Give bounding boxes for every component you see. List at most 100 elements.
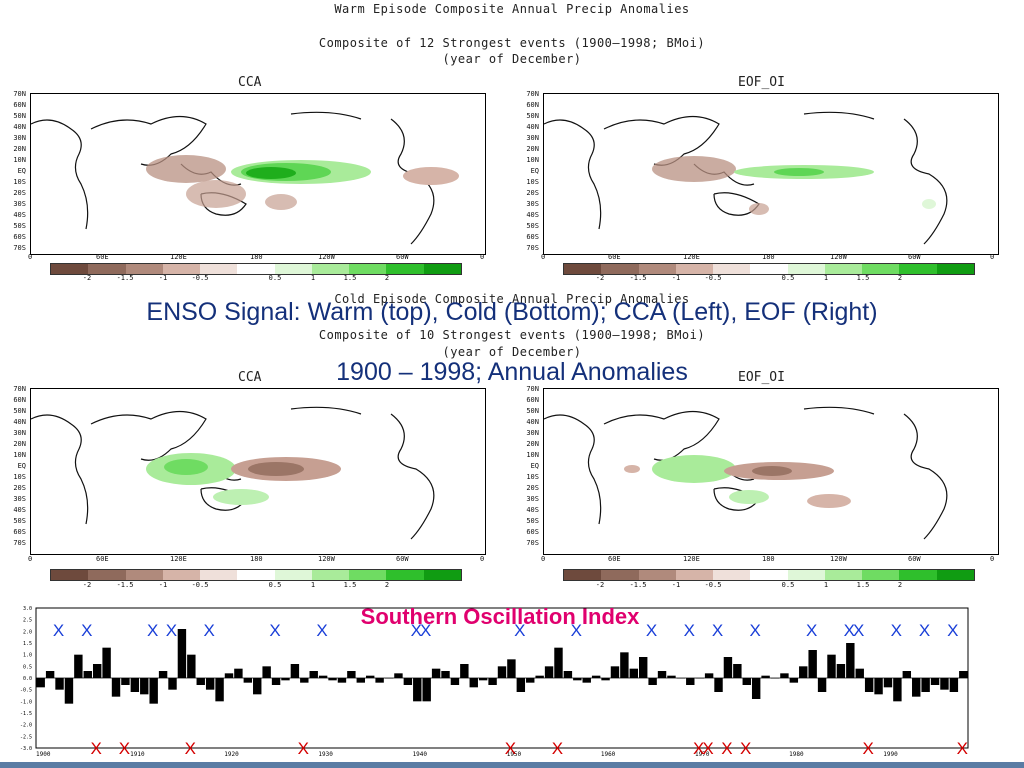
soi-bar xyxy=(158,671,168,678)
soi-y-tick: -2.5 xyxy=(20,734,32,740)
warm-event-mark: X xyxy=(419,621,432,640)
soi-y-tick: -0.5 xyxy=(20,688,32,694)
soi-bar xyxy=(83,671,92,678)
soi-bar xyxy=(422,678,431,702)
soi-bar xyxy=(686,678,695,685)
soi-bar xyxy=(300,678,309,683)
soi-bar xyxy=(554,647,563,678)
warm-event-mark: X xyxy=(711,621,724,640)
soi-bar xyxy=(337,678,347,683)
warm-eof-colorbar xyxy=(563,263,975,275)
soi-bar xyxy=(497,666,507,678)
soi-bar xyxy=(620,652,629,678)
soi-bar xyxy=(780,673,789,678)
soi-bar xyxy=(224,673,234,678)
warm-event-mark: X xyxy=(843,621,855,640)
soi-y-tick: -3.0 xyxy=(20,746,32,752)
soi-bar xyxy=(318,675,328,678)
soi-y-tick: -1.0 xyxy=(20,699,32,705)
soi-bar xyxy=(356,678,365,683)
soi-bar xyxy=(799,666,808,678)
soi-bar xyxy=(394,673,403,678)
soi-bar xyxy=(262,666,271,678)
soi-bar xyxy=(930,678,940,685)
soi-bar xyxy=(413,678,422,702)
soi-bar xyxy=(648,678,657,685)
soi-bar xyxy=(281,678,290,681)
warm-cca-map xyxy=(30,93,486,255)
soi-bar xyxy=(328,678,337,681)
cold-event-mark: X xyxy=(721,739,733,758)
soi-bar-chart: 3.0 2.5 2.0 1.5 1.0 0.5 0.0 -0.5 -1.0 -1.5 -2.0 -2.… xyxy=(20,606,969,758)
soi-bar xyxy=(751,678,761,699)
soi-bar xyxy=(846,643,855,678)
soi-bar xyxy=(610,666,620,678)
soi-bar xyxy=(714,678,723,692)
soi-bar xyxy=(921,678,930,692)
cold-cca-colorbar xyxy=(50,569,462,581)
soi-bar xyxy=(893,678,902,702)
soi-bar xyxy=(243,678,253,683)
soi-bar xyxy=(205,678,215,690)
soi-bar xyxy=(460,664,469,678)
warm-eof-map xyxy=(543,93,999,255)
soi-y-tick: 2.0 xyxy=(23,629,32,635)
soi-bar xyxy=(111,678,121,697)
soi-bar xyxy=(187,654,196,678)
slide-subheading: 1900 – 1998; Annual Anomalies xyxy=(336,358,688,386)
soi-bar xyxy=(64,678,74,704)
soi-y-tick: 2.5 xyxy=(23,618,32,624)
soi-bar xyxy=(629,668,639,678)
soi-bar xyxy=(177,629,187,678)
warm-event-mark: X xyxy=(853,621,865,640)
warm-event-mark: X xyxy=(805,621,818,640)
soi-bar xyxy=(695,678,704,679)
soi-bar xyxy=(196,678,205,685)
warm-event-mark: X xyxy=(749,621,761,640)
soi-x-tick: 1940 xyxy=(413,751,428,758)
soi-bar xyxy=(817,678,827,692)
warm-event-mark: X xyxy=(890,621,903,640)
soi-x-tick: 1990 xyxy=(883,751,898,758)
soi-bar xyxy=(290,664,300,678)
soi-bar xyxy=(733,664,742,678)
soi-bar xyxy=(836,664,846,678)
soi-bar xyxy=(234,668,243,678)
soi-x-tick: 1910 xyxy=(130,751,145,758)
soi-bar xyxy=(45,671,55,678)
soi-bar xyxy=(864,678,874,692)
soi-y-tick: -2.0 xyxy=(20,723,32,729)
warm-event-mark: X xyxy=(918,621,931,640)
warm-title: Warm Episode Composite Annual Precip Ano… xyxy=(334,2,690,16)
cold-event-mark: X xyxy=(504,739,517,758)
soi-bar xyxy=(469,678,478,688)
warm-event-mark: X xyxy=(645,621,658,640)
soi-bar xyxy=(507,659,516,678)
soi-bar xyxy=(601,678,610,681)
warm-event-mark: X xyxy=(52,621,65,640)
soi-bar xyxy=(375,678,384,683)
soi-bar xyxy=(789,678,799,683)
soi-bar xyxy=(657,671,667,678)
soi-bar xyxy=(742,678,751,685)
warm-event-mark: X xyxy=(203,621,215,640)
soi-bar xyxy=(761,675,770,678)
soi-title: Southern Oscillation Index xyxy=(360,604,640,629)
soi-bar xyxy=(573,678,582,681)
soi-y-tick: 0.0 xyxy=(23,676,32,682)
slide-heading: ENSO Signal: Warm (top), Cold (Bottom); … xyxy=(146,298,878,326)
soi-bar xyxy=(855,668,864,678)
cold-cca-label: CCA xyxy=(238,370,262,385)
cold-event-mark: X xyxy=(692,739,705,758)
soi-bar xyxy=(667,675,676,678)
soi-bar xyxy=(55,678,64,690)
soi-bar xyxy=(271,678,281,685)
soi-bar xyxy=(582,678,591,683)
soi-bar xyxy=(403,678,413,685)
soi-bar xyxy=(883,678,893,688)
warm-event-mark: X xyxy=(146,621,159,640)
cold-eof-map xyxy=(543,388,999,555)
soi-bar xyxy=(563,671,573,678)
soi-bar xyxy=(959,671,968,678)
warm-cca-colorbar xyxy=(50,263,462,275)
